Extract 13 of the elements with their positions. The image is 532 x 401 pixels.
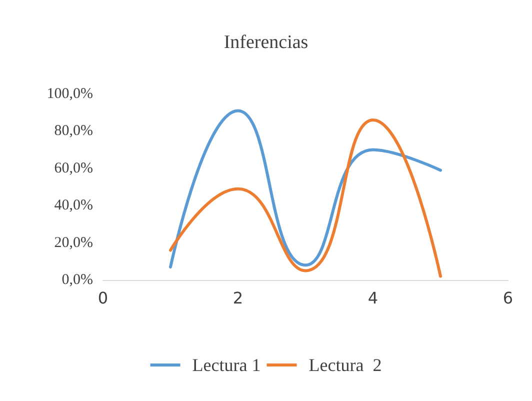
y-tick-label: 0,0% <box>62 272 93 288</box>
x-tick-label: 0 <box>98 288 108 308</box>
legend-label: Lectura 2 <box>308 355 382 375</box>
y-tick-label: 100,0% <box>46 86 93 102</box>
x-tick-label: 2 <box>232 288 244 308</box>
legend-label: Lectura 1 <box>192 355 261 375</box>
chart-title: Inferencias <box>224 32 308 53</box>
x-tick-label: 6 <box>502 288 514 308</box>
y-tick-label: 40,0% <box>54 198 93 214</box>
y-tick-label: 80,0% <box>54 123 93 140</box>
y-tick-label: 20,0% <box>54 234 93 251</box>
x-tick-label: 4 <box>368 288 378 308</box>
y-tick-label: 60,0% <box>54 160 93 176</box>
